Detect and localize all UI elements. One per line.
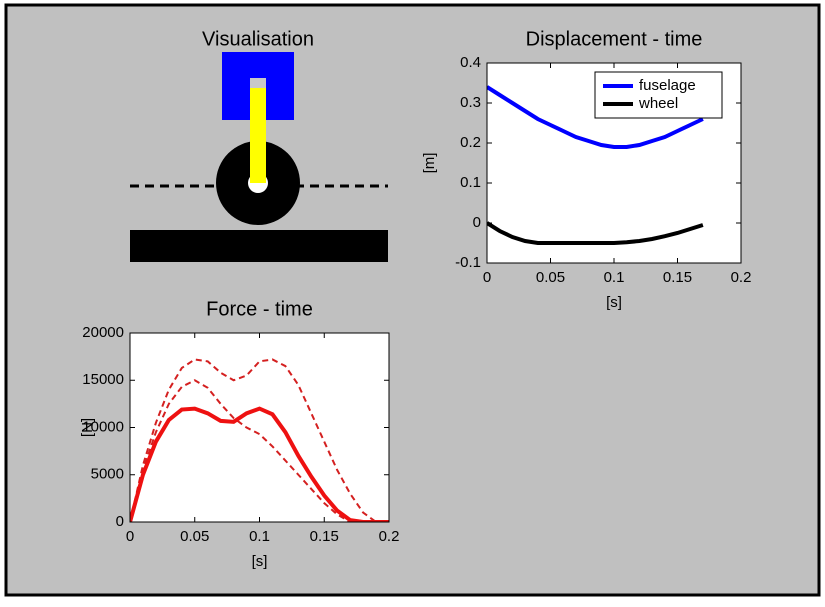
y-tick-label: 0.3: [460, 94, 481, 111]
legend-entry: wheel: [638, 95, 678, 112]
x-tick-label: 0.1: [249, 528, 270, 545]
axes-box: [129, 332, 390, 523]
x-tick-label: 0.05: [536, 269, 565, 286]
y-tick-label: -0.1: [455, 254, 481, 271]
x-tick-label: 0.2: [731, 269, 752, 286]
x-tick-label: 0.2: [379, 528, 400, 545]
visualisation: [130, 52, 388, 262]
series-line: [487, 221, 704, 245]
x-tick-label: 0: [483, 269, 491, 286]
x-tick-label: 0.05: [180, 528, 209, 545]
y-tick-label: 0.1: [460, 174, 481, 191]
ground: [130, 230, 388, 262]
strut: [250, 88, 266, 183]
x-tick-label: 0.15: [310, 528, 339, 545]
y-tick-label: 5000: [91, 466, 124, 483]
x-axis-label: [s]: [606, 294, 622, 311]
legend-box: [594, 71, 723, 119]
x-tick-label: 0: [126, 528, 134, 545]
axes-box: [486, 62, 742, 264]
legend-entry: fuselage: [639, 77, 696, 94]
y-tick-label: 0: [116, 513, 124, 530]
plot-area: [130, 333, 389, 522]
y-axis-label: [N]: [79, 418, 96, 437]
series-line: [130, 379, 351, 522]
y-tick-label: 20000: [82, 324, 124, 341]
y-axis-label: [m]: [421, 153, 438, 174]
y-tick-label: 0.4: [460, 54, 481, 71]
series-line: [130, 406, 389, 522]
y-tick-label: 10000: [82, 418, 124, 435]
visual-title: Visualisation: [202, 28, 314, 50]
strut-top: [250, 78, 266, 88]
series-line: [487, 85, 704, 149]
y-tick-label: 0: [473, 214, 481, 231]
y-tick-label: 15000: [82, 371, 124, 388]
chart-title: Displacement - time: [526, 28, 703, 50]
y-tick-label: 0.2: [460, 134, 481, 151]
chart-title: Force - time: [206, 298, 313, 320]
x-axis-label: [s]: [252, 553, 268, 570]
x-tick-label: 0.15: [663, 269, 692, 286]
series-line: [130, 358, 377, 522]
x-tick-label: 0.1: [604, 269, 625, 286]
